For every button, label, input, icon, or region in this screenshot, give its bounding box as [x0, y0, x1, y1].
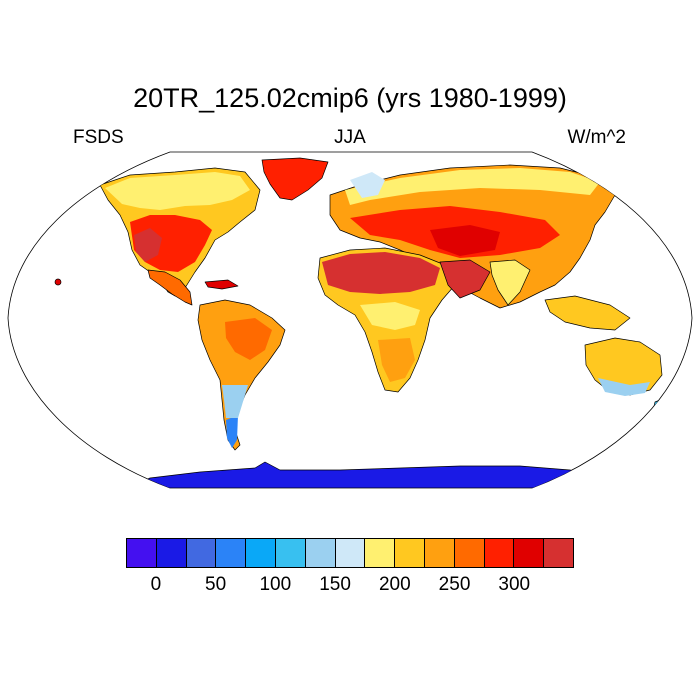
central-africa-region [360, 302, 420, 330]
colorbar-cell [186, 539, 217, 567]
sahara-region [322, 252, 440, 294]
colorbar-tick-label: 100 [259, 574, 292, 595]
colorbar-tick-label: 200 [378, 574, 411, 595]
colorbar-tick-label: 50 [205, 574, 227, 595]
mexico-region [147, 269, 193, 306]
northern-eurasia-region [345, 168, 600, 205]
scandinavia-region [350, 172, 385, 198]
colorbar-tick-label: 250 [438, 574, 471, 595]
colorbar-cell [127, 539, 157, 567]
colorbar-cell [335, 539, 366, 567]
colorbar-cell [514, 539, 545, 567]
colorbar-cell [246, 539, 276, 567]
tibet-region [430, 225, 500, 256]
colorbar-cell [216, 539, 247, 567]
colorbar-cell [484, 539, 515, 567]
arabia-region [439, 259, 491, 299]
greenland-region [261, 157, 329, 201]
colorbar-tick-label: 0 [150, 574, 162, 595]
season-label: JJA [334, 127, 366, 148]
canada-region [105, 172, 250, 210]
usa-southwest-region [134, 228, 162, 262]
south-america-mid-region [222, 385, 248, 418]
page-title: 20TR_125.02cmip6 (yrs 1980-1999) [133, 83, 567, 113]
colorbar-cell [305, 539, 336, 567]
colorbar-tick-label: 150 [319, 574, 351, 595]
colorbar-cell [454, 539, 485, 567]
southern-australia-region [598, 378, 650, 396]
southern-africa-region [378, 338, 415, 382]
colorbar-labels: 0 50 100 150 200 250 300 [0, 574, 700, 600]
colorbar-cell [275, 539, 306, 567]
colorbar-cell [544, 539, 573, 567]
colorbar-cell [395, 539, 425, 567]
colorbar-cell [424, 539, 455, 567]
units-label: W/m^2 [567, 127, 626, 148]
maritime-continent-region [544, 295, 631, 331]
south-america-south-region [226, 415, 238, 448]
caribbean-region [204, 279, 239, 290]
colorbar [126, 538, 574, 568]
hawaii-region [54, 278, 62, 286]
amazon-region [225, 318, 272, 360]
colorbar-cell [156, 539, 187, 567]
variable-label: FSDS [73, 127, 124, 148]
india-region [489, 259, 531, 306]
colorbar-tick-label: 300 [498, 574, 531, 595]
colorbar-cell [365, 539, 396, 567]
